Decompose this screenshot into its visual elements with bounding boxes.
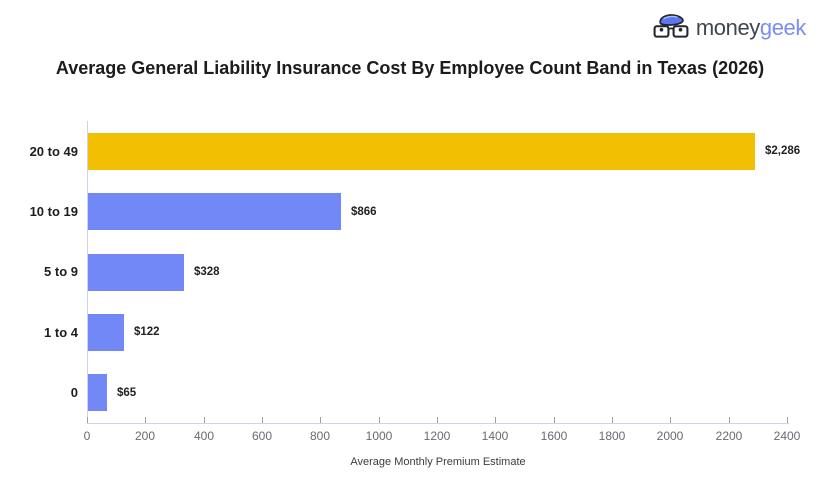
- x-axis-tick: [145, 417, 146, 423]
- value-label: $122: [134, 326, 160, 339]
- x-axis-tick-label: 2000: [656, 429, 684, 443]
- logo-wordmark: moneygeek: [695, 12, 807, 44]
- bar[interactable]: [88, 313, 124, 351]
- value-label: $65: [117, 386, 137, 399]
- x-axis-tick-label: 1200: [423, 429, 451, 443]
- value-label: $2,286: [765, 145, 801, 158]
- x-axis-tick: [320, 417, 321, 423]
- category-label: 1 to 4: [44, 324, 78, 340]
- category-label: 10 to 19: [29, 204, 78, 220]
- moneygeek-logo[interactable]: moneygeek: [652, 12, 806, 44]
- x-axis-tick: [787, 417, 788, 423]
- value-label: $866: [351, 205, 377, 218]
- x-axis-tick-label: 0: [83, 429, 91, 443]
- x-axis-tick-label: 600: [251, 429, 273, 443]
- bar[interactable]: [88, 374, 107, 412]
- logo-text-geek: geek: [759, 15, 807, 40]
- x-axis-tick: [262, 417, 263, 423]
- value-label: $328: [194, 265, 220, 278]
- x-axis-tick: [204, 417, 205, 423]
- logo-text-money: money: [695, 15, 760, 40]
- x-axis-tick-label: 400: [193, 429, 215, 443]
- bar[interactable]: [88, 193, 341, 231]
- bar[interactable]: [88, 132, 755, 170]
- x-axis-tick-label: 800: [309, 429, 331, 443]
- x-axis-tick: [612, 417, 613, 423]
- category-label: 0: [70, 385, 78, 401]
- x-axis-line: [87, 423, 789, 424]
- x-axis-tick: [437, 417, 438, 423]
- x-axis-tick-label: 1600: [540, 429, 568, 443]
- x-axis-tick-label: 1000: [365, 429, 393, 443]
- x-axis-tick: [729, 417, 730, 423]
- x-axis-tick-label: 1400: [481, 429, 509, 443]
- x-axis-tick: [379, 417, 380, 423]
- x-axis-tick-label: 2400: [773, 429, 801, 443]
- category-label: 5 to 9: [44, 264, 78, 280]
- x-axis-tick: [670, 417, 671, 423]
- chart-title: Average General Liability Insurance Cost…: [55, 58, 765, 78]
- category-label: 20 to 49: [29, 143, 78, 159]
- x-axis-tick: [87, 417, 88, 423]
- x-axis-tick: [554, 417, 555, 423]
- x-axis-tick-label: 1800: [598, 429, 626, 443]
- y-axis-line: [87, 121, 88, 423]
- geek-glasses-icon: [653, 14, 689, 38]
- x-axis-tick-label: 200: [134, 429, 156, 443]
- x-axis-tick: [495, 417, 496, 423]
- x-axis-tick-label: 2200: [715, 429, 743, 443]
- x-axis-title: Average Monthly Premium Estimate: [350, 456, 526, 468]
- bar[interactable]: [88, 253, 184, 291]
